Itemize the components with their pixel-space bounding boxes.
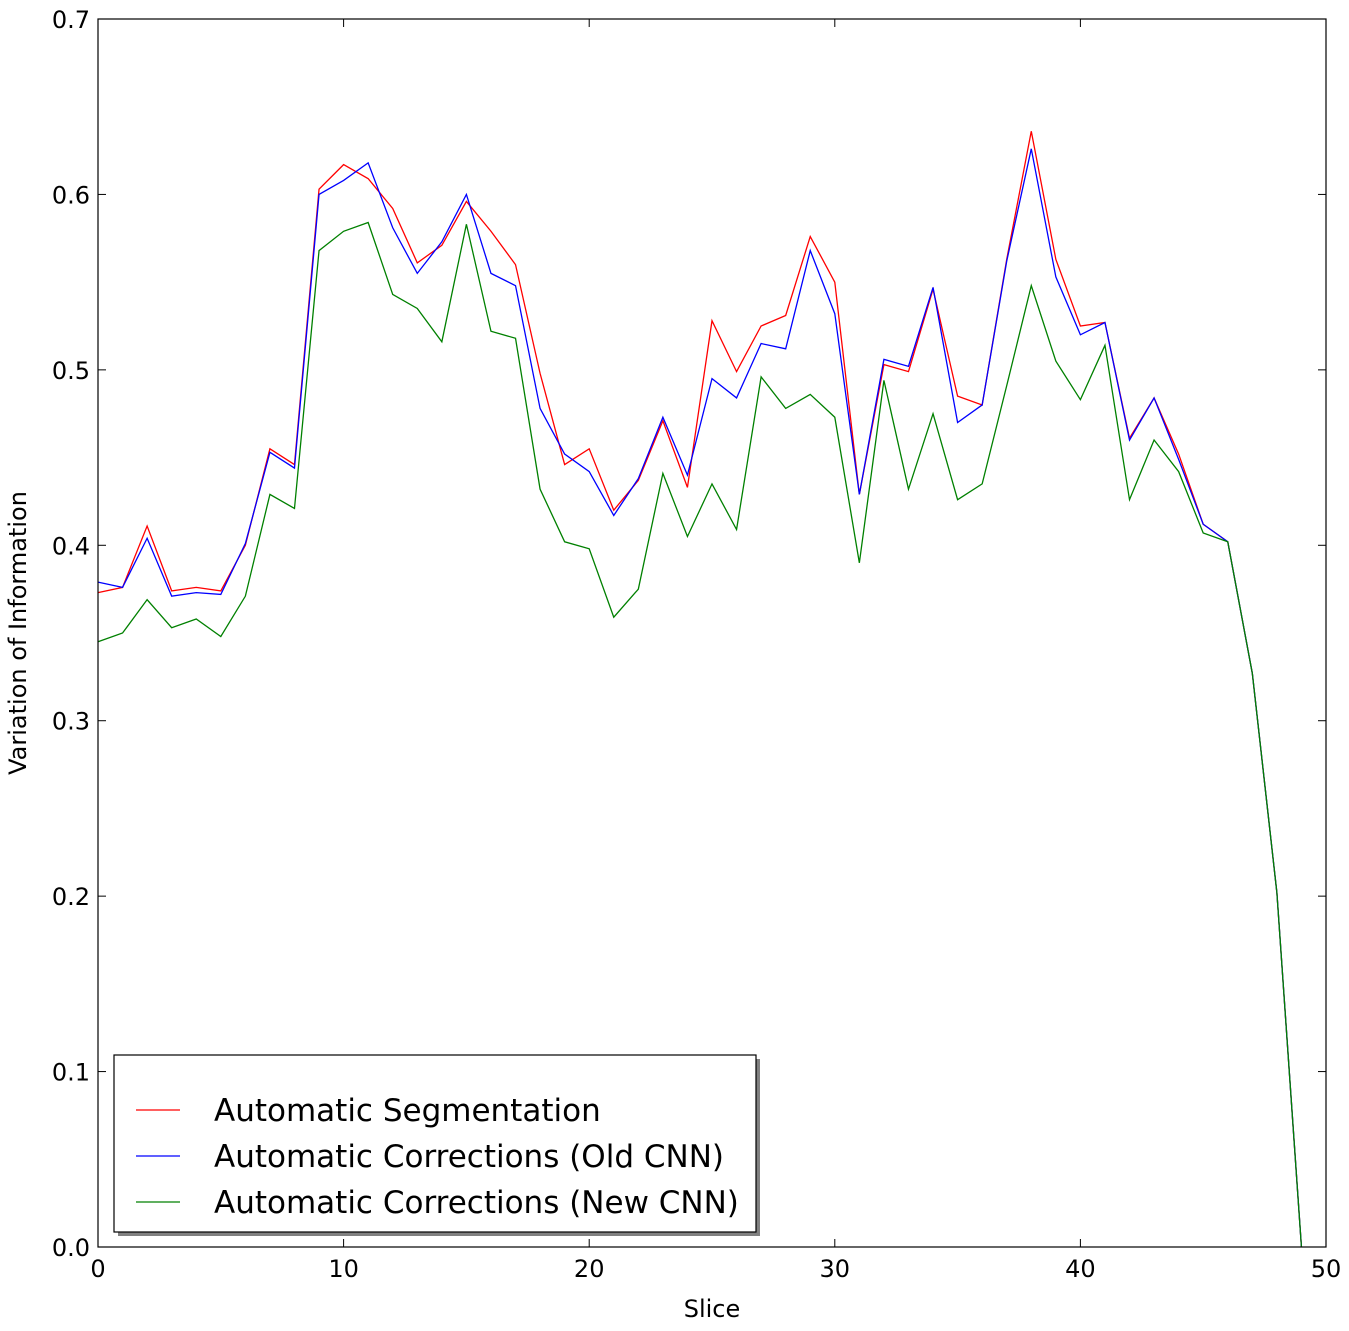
x-tick-label: 50 xyxy=(1311,1255,1342,1283)
series-line-2 xyxy=(97,148,1303,1248)
legend-label-1: Automatic Segmentation xyxy=(214,1093,601,1129)
legend-label-2: Automatic Corrections (Old CNN) xyxy=(214,1139,724,1175)
plot-frame xyxy=(97,18,1327,1248)
legend: Automatic Segmentation Automatic Correcti… xyxy=(113,1054,760,1236)
y-tick-label: 0.5 xyxy=(52,357,90,385)
plot-lines xyxy=(97,131,1303,1248)
x-tick-label: 10 xyxy=(328,1255,359,1283)
y-tick-label: 0.3 xyxy=(52,708,90,736)
x-tick-label: 0 xyxy=(90,1255,105,1283)
y-tick-label: 0.1 xyxy=(52,1059,90,1087)
y-tick-label: 0.6 xyxy=(52,181,90,209)
legend-label-3: Automatic Corrections (New CNN) xyxy=(214,1185,739,1221)
y-tick-label: 0.2 xyxy=(52,883,90,911)
axis-ticks: 0 10 20 30 40 50 0.0 0.1 0.2 0.3 0.4 0.5 0.6 0.7 xyxy=(52,6,1341,1283)
series-line-3 xyxy=(97,221,1303,1248)
x-tick-label: 20 xyxy=(574,1255,605,1283)
x-tick-label: 30 xyxy=(820,1255,851,1283)
y-tick-label: 0.0 xyxy=(52,1234,90,1262)
y-tick-label: 0.7 xyxy=(52,6,90,34)
y-tick-label: 0.4 xyxy=(52,532,90,560)
x-axis-label: Slice xyxy=(684,1295,741,1323)
x-tick-label: 40 xyxy=(1065,1255,1096,1283)
legend-box xyxy=(113,1054,757,1233)
y-axis-label: Variation of Information xyxy=(4,491,32,775)
